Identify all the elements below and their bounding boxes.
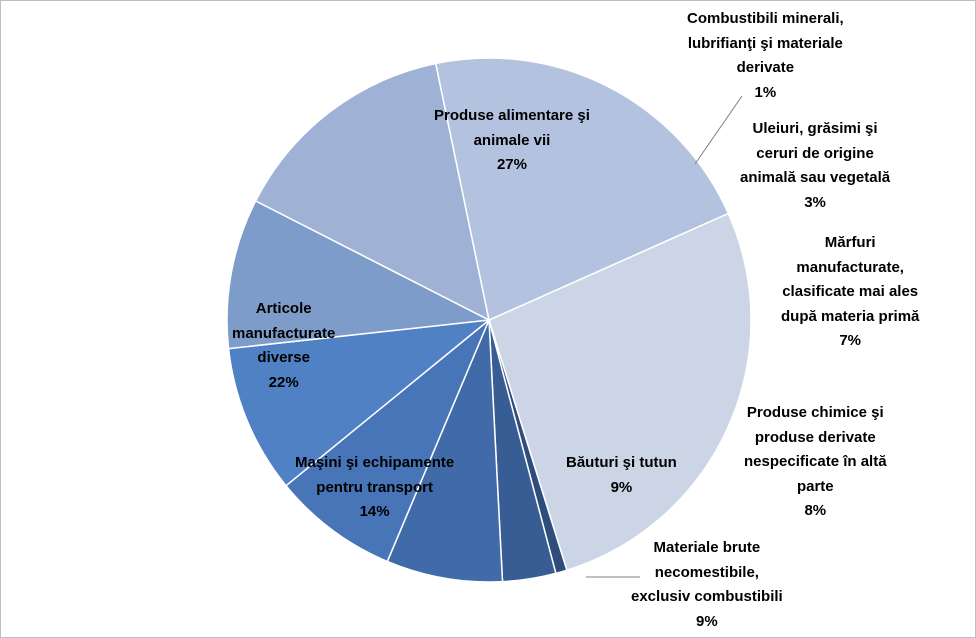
data-label-text: derivate — [736, 59, 795, 76]
data-label-text: Produse alimentare şi — [434, 107, 590, 124]
data-label-text: Materiale brute — [653, 539, 761, 556]
data-label-percent: 14% — [359, 503, 390, 520]
pie-slice-1 — [488, 212, 752, 572]
data-label-percent: 9% — [696, 612, 718, 630]
data-label-text: Articole — [255, 300, 312, 317]
pie-slice-5 — [284, 319, 490, 563]
data-label-text: ceruri de origine — [756, 144, 874, 162]
data-label-9: Articole manufacturate diverse 22% — [232, 297, 335, 395]
data-label-text: după materia primă — [781, 307, 920, 325]
data-label-text: Produse chimice şi — [746, 404, 884, 421]
data-label-text: produse derivate — [754, 428, 876, 446]
data-label-text: nespecificate în altă — [744, 453, 887, 470]
data-label-percent: 27% — [496, 156, 527, 173]
pie-slice-8 — [254, 62, 491, 322]
data-label-text: Uleiuri, grăsimi şi — [752, 120, 878, 137]
data-label-4: Mărfuri manufacturate, clasificate mai ale… — [781, 231, 919, 354]
data-label-text: manufacturate — [232, 324, 336, 342]
pie-slice-9 — [434, 57, 730, 322]
data-label-text: exclusiv combustibili — [631, 588, 783, 605]
data-label-percent: 8% — [804, 502, 827, 519]
data-label-text: Mărfuri — [824, 234, 876, 251]
data-label-7: Materiale brute necomestibile, exclusiv co… — [631, 536, 783, 634]
data-label-text: lubrifianţi şi materiale — [687, 34, 843, 52]
data-label-3: Uleiuri, grăsimi şi ceruri de origine anim… — [740, 117, 890, 215]
data-label-text: Combustibili minerali, — [687, 10, 844, 27]
data-label-2: Combustibili minerali, lubrifianţi şi mat… — [687, 7, 844, 105]
data-label-text: Maşini şi echipamente — [295, 454, 455, 471]
data-label-percent: 7% — [839, 332, 862, 349]
data-label-text: animală sau vegetală — [740, 169, 891, 186]
data-label-percent: 1% — [754, 83, 777, 101]
data-label-percent: 22% — [268, 373, 299, 391]
data-label-8: Maşini şi echipamente pentru transport 14% — [295, 451, 454, 525]
data-label-5: Produse chimice şi produse derivate nespec… — [744, 401, 887, 524]
data-label-percent: 9% — [610, 478, 633, 496]
data-label-1: Produse alimentare şi animale vii 27% — [434, 104, 590, 178]
pie-slice-7 — [226, 199, 492, 350]
data-label-text: manufacturate, — [796, 258, 904, 276]
data-label-text: Băuturi şi tutun — [566, 454, 677, 471]
data-label-text: pentru transport — [316, 478, 433, 496]
pie-slice-6 — [227, 318, 492, 487]
leader-line-2 — [694, 95, 743, 165]
data-label-text: clasificate mai ales — [782, 283, 919, 300]
data-label-text: parte — [796, 477, 834, 495]
data-label-6: Băuturi şi tutun 9% — [566, 451, 677, 500]
pie-slice-4 — [386, 319, 504, 583]
data-label-text: necomestibile, — [654, 563, 759, 581]
data-label-text: animale vii — [473, 131, 551, 149]
data-label-percent: 3% — [804, 193, 826, 211]
data-label-text: diverse — [257, 349, 310, 366]
